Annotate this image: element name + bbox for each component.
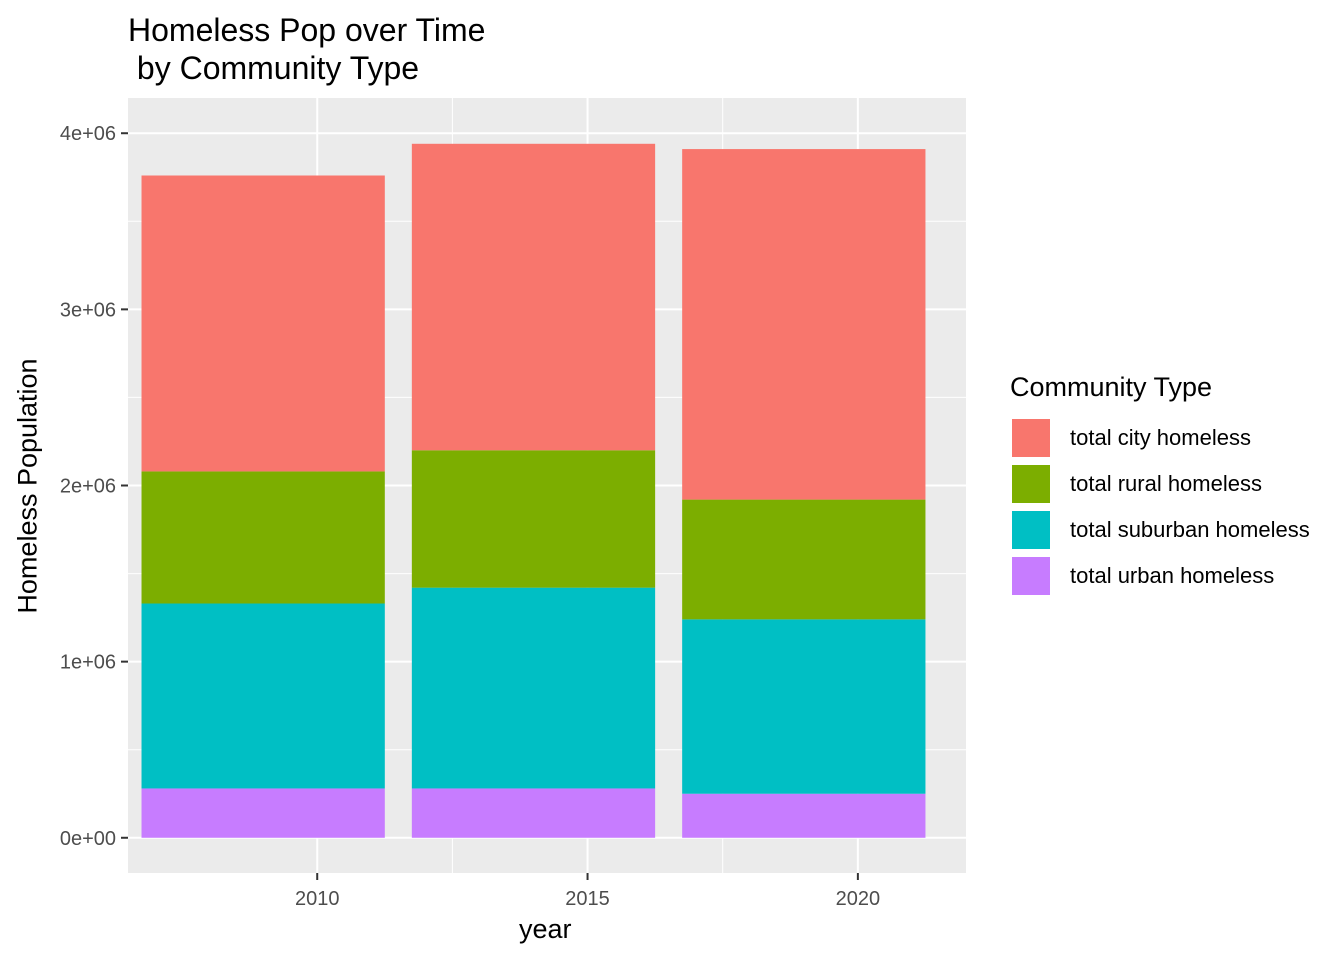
y-tick-label: 4e+06 xyxy=(60,123,116,145)
legend-label: total rural homeless xyxy=(1070,471,1262,496)
y-tick-label: 3e+06 xyxy=(60,299,116,321)
legend: Community Type total city homeless total … xyxy=(1010,372,1310,599)
bar-total-urban-homeless-2019 xyxy=(682,793,926,838)
bar-total-suburban-homeless-2014 xyxy=(411,587,656,789)
x-axis: 2010 2015 2020 xyxy=(295,873,880,910)
legend-key xyxy=(1010,463,1052,505)
legend-items: total city homeless total rural homeless t… xyxy=(1010,415,1310,599)
legend-title: Community Type xyxy=(1010,372,1213,402)
legend-label: total city homeless xyxy=(1070,425,1251,450)
y-tick-label: 2e+06 xyxy=(60,476,116,498)
bar-total-suburban-homeless-2009 xyxy=(141,603,385,789)
legend-item: total city homeless xyxy=(1010,415,1310,461)
bar-total-city-homeless-2009 xyxy=(141,175,385,472)
bars xyxy=(141,143,926,838)
legend-item: total rural homeless xyxy=(1010,461,1310,507)
bar-total-rural-homeless-2014 xyxy=(411,450,656,588)
legend-label: total urban homeless xyxy=(1070,563,1275,588)
x-tick-label: 2010 xyxy=(295,888,340,910)
y-tick-label: 1e+06 xyxy=(60,652,116,674)
x-axis-title: year xyxy=(519,914,572,944)
bar-total-city-homeless-2014 xyxy=(411,143,656,451)
x-tick-label: 2020 xyxy=(836,888,881,910)
bar-total-city-homeless-2019 xyxy=(682,149,926,500)
y-axis: 0e+00 1e+06 2e+06 3e+06 4e+06 xyxy=(60,123,128,850)
bar-total-rural-homeless-2009 xyxy=(141,471,385,604)
bar-total-rural-homeless-2019 xyxy=(682,499,926,620)
chart-title-line-1: Homeless Pop over Time xyxy=(128,12,486,48)
y-tick-label: 0e+00 xyxy=(60,828,116,850)
x-tick-label: 2015 xyxy=(565,888,610,910)
y-axis-title: Homeless Population xyxy=(12,358,43,614)
legend-item: total urban homeless xyxy=(1010,553,1310,599)
legend-item: total suburban homeless xyxy=(1010,507,1310,553)
bar-total-suburban-homeless-2019 xyxy=(682,619,926,794)
legend-key xyxy=(1010,417,1052,459)
bar-total-urban-homeless-2014 xyxy=(411,788,656,838)
bar-total-urban-homeless-2009 xyxy=(141,788,385,838)
legend-key xyxy=(1010,509,1052,551)
legend-label: total suburban homeless xyxy=(1070,517,1310,542)
legend-key xyxy=(1010,555,1052,597)
chart-title-line-2: by Community Type xyxy=(128,50,420,86)
